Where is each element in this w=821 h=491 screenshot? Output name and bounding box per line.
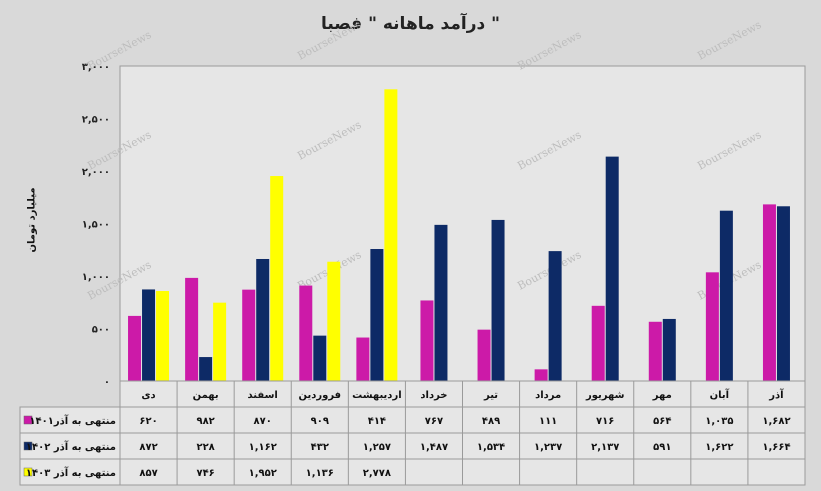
bar-2	[662, 318, 676, 381]
category-label: مهر	[652, 390, 672, 401]
bar-2	[719, 210, 733, 381]
category-label: مرداد	[535, 390, 561, 401]
chart-title: درآمد ماهانه " فصبا "	[320, 14, 501, 34]
bar-3	[270, 176, 284, 381]
data-label: ۲۲۸	[196, 442, 214, 453]
bar-3	[384, 89, 398, 381]
data-label: ۱,۹۵۲	[249, 468, 277, 479]
data-label: ۷۶۷	[425, 416, 443, 427]
bar-1	[534, 369, 548, 381]
legend-swatch-3	[23, 467, 33, 477]
data-label: ۹۰۹	[311, 416, 329, 427]
bar-2	[776, 206, 790, 381]
bar-1	[591, 305, 605, 381]
data-label: ۱,۲۵۷	[363, 442, 391, 453]
y-tick-label: ۱,۵۰۰	[82, 220, 110, 231]
category-label: آبان	[710, 388, 730, 401]
bar-3	[327, 261, 341, 381]
bar-1	[648, 321, 662, 381]
category-label: بهمن	[193, 390, 219, 401]
bar-1	[185, 277, 199, 381]
bar-1	[128, 315, 142, 381]
data-label: ۸۷۰	[254, 416, 272, 427]
category-label: خرداد	[420, 390, 447, 401]
bar-1	[477, 329, 491, 381]
data-label: ۱,۶۶۴	[762, 442, 790, 453]
y-tick-label: ۰	[104, 377, 110, 388]
data-label: ۱,۱۶۲	[249, 442, 277, 453]
data-label: ۲,۷۷۸	[363, 468, 391, 479]
data-label: ۱,۱۳۶	[306, 468, 334, 479]
data-label: ۱,۴۸۷	[420, 442, 448, 453]
data-label: ۵۹۱	[653, 442, 671, 453]
bar-2	[434, 224, 448, 381]
data-label: ۴۳۲	[311, 442, 329, 453]
bar-2	[256, 258, 270, 381]
category-label: فروردین	[298, 390, 341, 401]
y-tick-label: ۱,۰۰۰	[82, 272, 110, 283]
y-tick-label: ۲,۵۰۰	[82, 115, 110, 126]
data-label: ۲,۱۳۷	[591, 442, 619, 453]
data-label: ۴۸۹	[482, 416, 500, 427]
legend-label-2: منتهی به آذر ۱۴۰۲	[26, 440, 116, 453]
category-label: اسفند	[248, 390, 278, 401]
bar-1	[299, 285, 313, 381]
bar-1	[420, 300, 434, 381]
data-label: ۱,۵۳۴	[477, 442, 505, 453]
legend-swatch-2	[23, 441, 33, 451]
category-label: دی	[141, 390, 155, 401]
bar-1	[242, 289, 256, 381]
category-label: آذر	[768, 388, 784, 401]
data-label: ۱,۲۳۷	[534, 442, 562, 453]
bar-3	[213, 302, 227, 381]
bar-2	[313, 335, 327, 381]
bar-3	[156, 291, 170, 381]
watermark-text: BourseNews	[295, 18, 364, 63]
data-label: ۱,۰۳۵	[705, 416, 733, 427]
data-label: ۴۱۴	[368, 416, 386, 427]
legend-swatch-1	[23, 415, 33, 425]
bar-1	[762, 204, 776, 381]
data-label: ۹۸۲	[196, 416, 214, 427]
bar-2	[491, 219, 505, 381]
y-tick-label: ۲,۰۰۰	[82, 167, 110, 178]
bar-2	[548, 251, 562, 381]
data-label: ۱,۶۲۲	[705, 442, 733, 453]
data-label: ۸۵۷	[139, 468, 157, 479]
data-label: ۱,۶۸۲	[762, 416, 790, 427]
category-label: شهریور	[585, 390, 625, 401]
watermark-text: BourseNews	[695, 18, 764, 63]
y-tick-label: ۳,۰۰۰	[82, 62, 110, 73]
data-label: ۸۷۲	[139, 442, 157, 453]
y-tick-label: ۵۰۰	[92, 325, 110, 336]
bar-2	[370, 249, 384, 381]
bar-2	[142, 289, 156, 381]
plot-area	[119, 65, 806, 382]
bar-2	[605, 156, 619, 381]
data-table	[19, 406, 806, 486]
bar-1	[356, 337, 370, 381]
data-label: ۷۱۶	[596, 416, 614, 427]
data-label: ۶۲۰	[139, 416, 157, 427]
data-label: ۱۱۱	[539, 416, 557, 427]
data-label: ۷۴۶	[196, 468, 214, 479]
bar-1	[705, 272, 719, 381]
legend-label-3: منتهی به آذر ۱۴۰۳	[26, 466, 116, 479]
category-label: تیر	[483, 390, 498, 401]
bar-2	[199, 357, 213, 381]
category-label: اردیبهشت	[352, 390, 402, 401]
data-label: ۵۶۴	[653, 416, 671, 427]
legend-label-1: منتهی به آذر۱۴۰۱	[29, 414, 116, 427]
